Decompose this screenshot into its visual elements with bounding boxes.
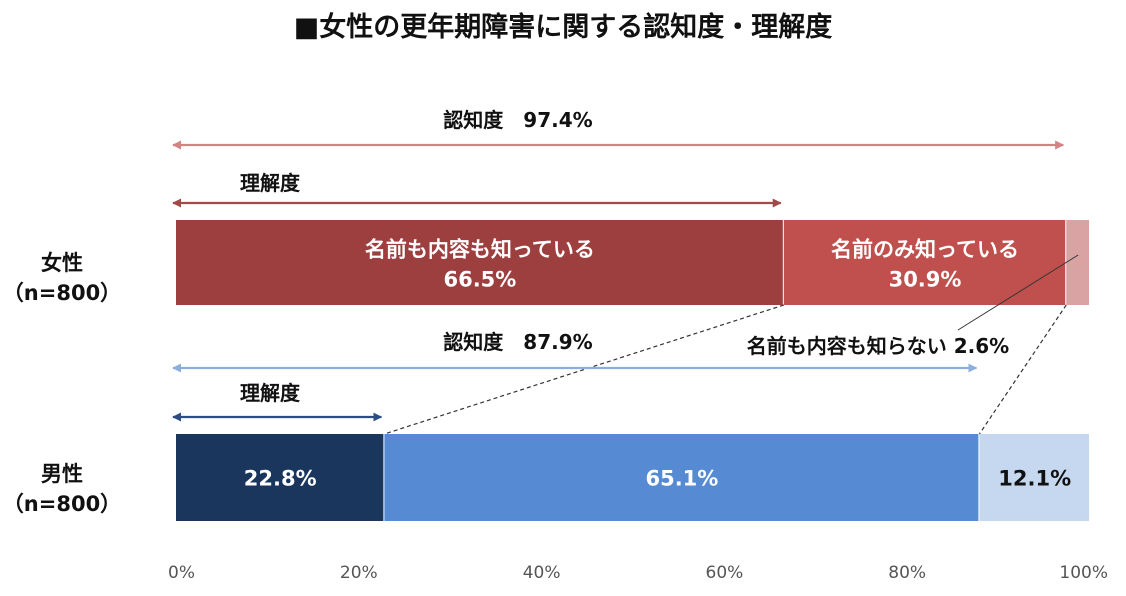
bar-segment-female-3 xyxy=(1066,220,1089,305)
callout-leader-line xyxy=(957,254,1079,331)
category-label-male: 男性 xyxy=(41,462,83,486)
connector-line xyxy=(384,304,784,435)
x-tick-label: 20% xyxy=(340,563,378,583)
x-tick-label: 60% xyxy=(706,563,744,583)
bar-label-value: 22.8% xyxy=(244,467,317,491)
x-tick-label: 80% xyxy=(888,563,926,583)
bar-label-name: 名前のみ知っている xyxy=(831,238,1019,262)
category-sublabel-female: （n=800） xyxy=(3,281,121,305)
bar-label-name: 名前も内容も知っている xyxy=(365,238,595,262)
bar-segment-male-1 xyxy=(176,434,384,521)
callout-label: 名前も内容も知らない 2.6% xyxy=(747,334,1009,358)
bar-segment-male-2 xyxy=(384,434,979,521)
understanding-male-label: 理解度 xyxy=(240,381,301,405)
category-sublabel-male: （n=800） xyxy=(3,492,121,516)
connector-line xyxy=(978,304,1067,435)
bar-segment-male-3 xyxy=(979,434,1089,521)
chart-title: ■女性の更年期障害に関する認知度・理解度 xyxy=(294,11,833,43)
x-tick-label: 100% xyxy=(1059,563,1108,583)
category-label-female: 女性 xyxy=(41,251,83,275)
understanding-female-label: 理解度 xyxy=(240,171,301,195)
bar-label-value: 65.1% xyxy=(645,467,718,491)
awareness-male-label: 認知度 87.9% xyxy=(443,330,592,354)
x-tick-label: 0% xyxy=(168,563,195,583)
bar-segment-female-2 xyxy=(783,220,1066,305)
awareness-female-label: 認知度 97.4% xyxy=(443,108,592,132)
bar-label-value: 66.5% xyxy=(443,268,516,292)
bar-segment-female-1 xyxy=(176,220,783,305)
bar-label-value: 12.1% xyxy=(998,467,1071,491)
bar-label-value: 30.9% xyxy=(889,268,962,292)
x-tick-label: 40% xyxy=(523,563,561,583)
